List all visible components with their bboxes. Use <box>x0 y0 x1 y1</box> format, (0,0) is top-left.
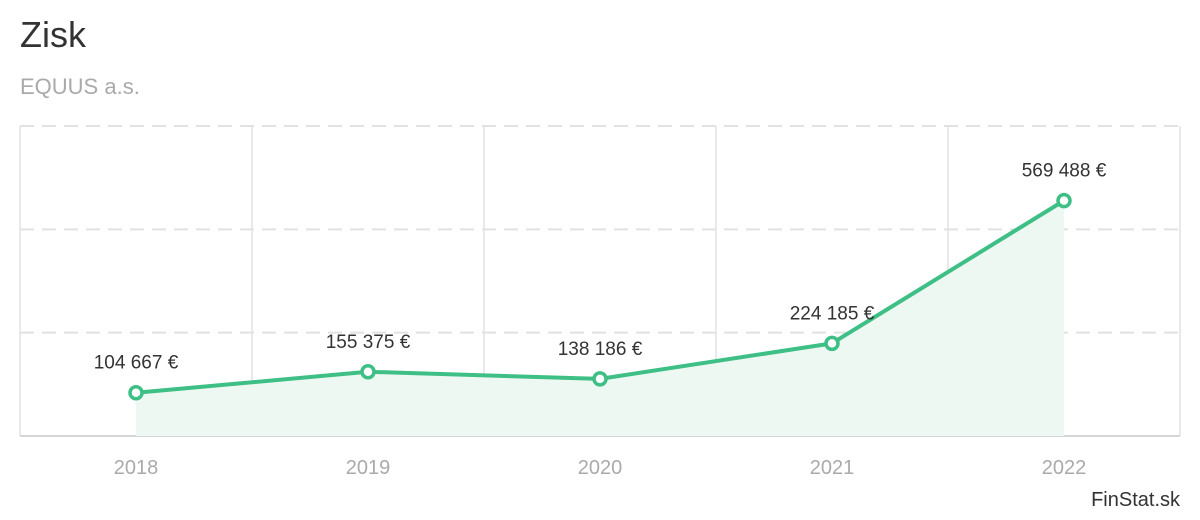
data-label-2019: 155 375 € <box>326 332 411 353</box>
data-label-2018: 104 667 € <box>94 353 179 374</box>
x-tick-label-2022: 2022 <box>1042 457 1087 479</box>
x-tick-label-2020: 2020 <box>578 457 623 479</box>
finstat-credit-link[interactable]: FinStat.sk <box>1091 489 1180 511</box>
series-area <box>136 200 1064 436</box>
x-tick-label-2021: 2021 <box>810 457 855 479</box>
data-label-2021: 224 185 € <box>790 303 875 324</box>
data-label-2020: 138 186 € <box>558 339 643 360</box>
x-tick-label-2018: 2018 <box>114 457 159 479</box>
x-tick-label-2019: 2019 <box>346 457 391 479</box>
chart-subtitle: EQUUS a.s. <box>20 74 140 99</box>
data-point-2022 <box>1056 192 1072 209</box>
data-label-2022: 569 488 € <box>1022 161 1107 182</box>
data-point-2020 <box>592 371 608 387</box>
data-point-2018 <box>128 384 144 401</box>
chart-title: Zisk <box>20 14 86 55</box>
data-point-2021 <box>824 335 840 352</box>
data-point-2019 <box>360 364 376 380</box>
